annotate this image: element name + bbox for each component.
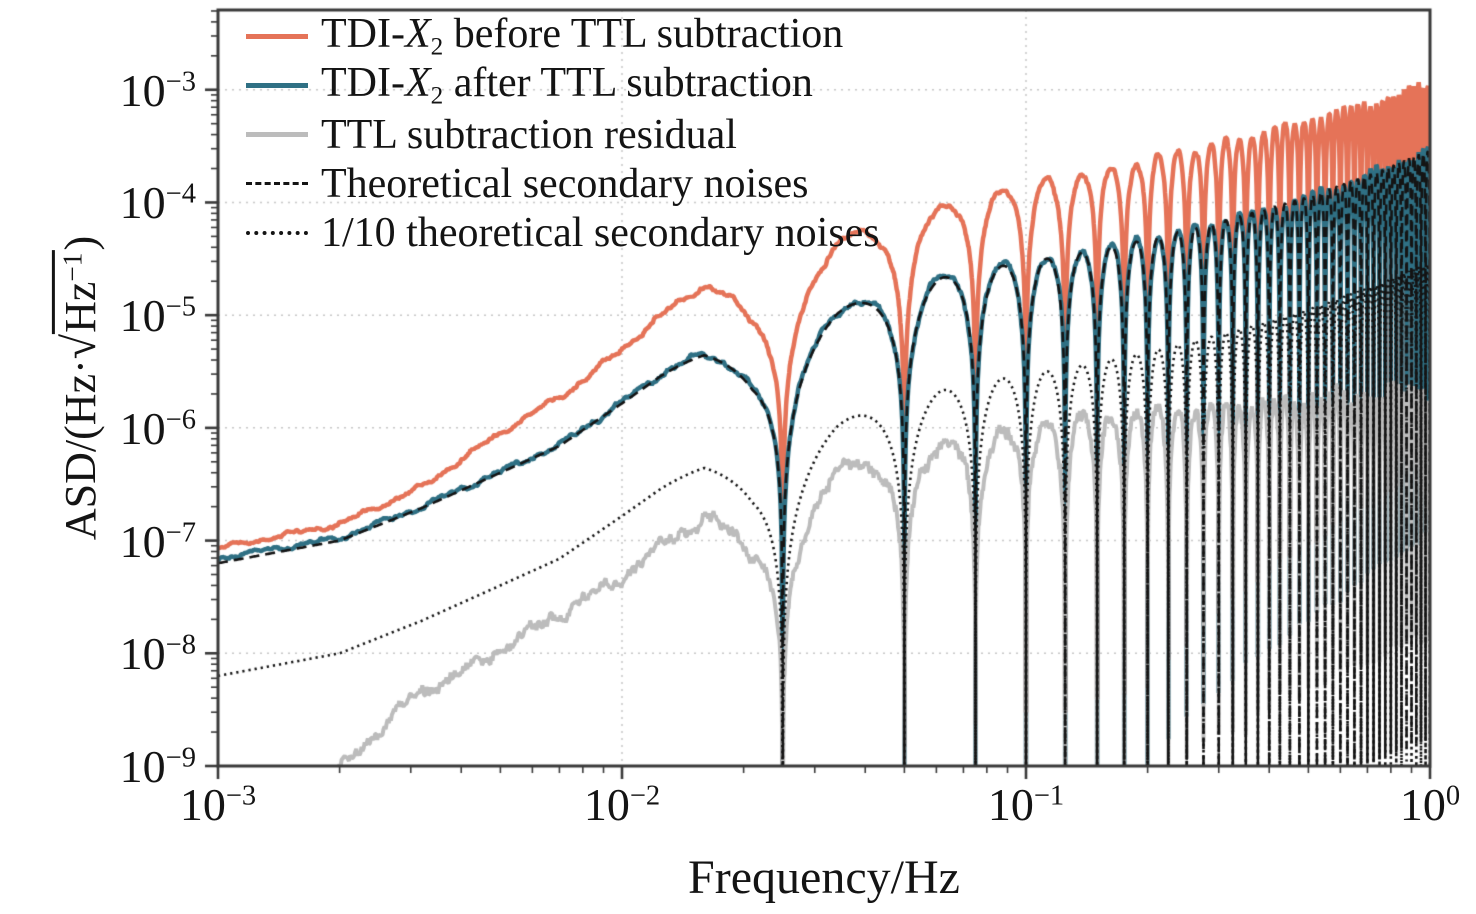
y-title-prefix: ASD/(Hz· [55, 359, 105, 541]
y-title-radicand-sup: −1 [57, 252, 88, 282]
legend-sub: 2 [430, 82, 444, 110]
tick-exp: −9 [165, 742, 196, 774]
x-tick-label: 100 [1400, 782, 1460, 828]
tick-base: 10 [987, 779, 1034, 830]
legend-math: X [404, 11, 431, 58]
legend-label: 1/10 theoretical secondary noises [321, 209, 880, 256]
legend: TDI-X2 before TTL subtraction TDI-X2 aft… [246, 12, 880, 257]
legend-label: TDI-X2 before TTL subtraction [321, 13, 843, 60]
y-tick-label: 10−7 [0, 515, 196, 567]
tick-exp: −1 [1033, 780, 1065, 812]
y-tick-label: 10−6 [0, 402, 196, 454]
tick-base: 10 [119, 515, 166, 567]
legend-line-solid-teal [246, 83, 308, 88]
tick-exp: −3 [165, 66, 196, 98]
y-tick-label: 10−9 [0, 744, 196, 790]
tick-base: 10 [119, 290, 166, 342]
legend-item-theoretical: Theoretical secondary noises [246, 159, 880, 208]
x-tick-label: 10−3 [180, 782, 256, 828]
legend-item-before-ttl: TDI-X2 before TTL subtraction [246, 12, 880, 61]
tick-exp: −2 [629, 780, 661, 812]
tick-exp: 0 [1445, 780, 1461, 812]
tick-base: 10 [119, 177, 166, 229]
tick-base: 10 [119, 64, 166, 116]
y-tick-label: 10−5 [0, 293, 196, 339]
x-axis-title: Frequency/Hz [688, 851, 960, 904]
tick-exp: −5 [165, 291, 196, 323]
sqrt-radical-icon: √ [53, 333, 105, 360]
legend-text: TDI- [321, 60, 405, 107]
y-axis-title: ASD/(Hz·√Hz−1) [51, 235, 105, 541]
legend-label: Theoretical secondary noises [321, 160, 809, 207]
y-title-radicand: Hz−1 [51, 250, 105, 334]
legend-item-after-ttl: TDI-X2 after TTL subtraction [246, 61, 880, 110]
y-tick-label: 10−4 [0, 180, 196, 226]
x-tick-label: 10−2 [584, 782, 660, 828]
tick-exp: −6 [165, 404, 196, 436]
tick-base: 10 [119, 628, 166, 680]
legend-math: X [404, 60, 431, 107]
tick-base: 10 [179, 779, 226, 830]
tick-exp: −4 [165, 178, 196, 210]
y-title-suffix: ) [55, 235, 105, 251]
x-tick-label: 10−1 [988, 782, 1064, 828]
legend-line-dotted-black [246, 230, 308, 235]
legend-text: before TTL subtraction [443, 11, 844, 58]
legend-text: after TTL subtraction [443, 60, 813, 107]
legend-line-dashed-black [246, 182, 308, 185]
tick-base: 10 [1399, 779, 1446, 830]
legend-text: TDI- [321, 11, 405, 58]
legend-line-solid-orange [246, 34, 308, 39]
legend-line-solid-gray [246, 132, 308, 137]
tick-exp: −8 [165, 629, 196, 661]
tick-base: 10 [119, 402, 166, 454]
tick-exp: −7 [165, 516, 196, 548]
legend-sub: 2 [430, 33, 444, 61]
legend-label: TTL subtraction residual [321, 111, 737, 158]
y-title-radicand-text: Hz [55, 281, 105, 333]
y-tick-label: 10−3 [0, 64, 196, 116]
legend-item-tenth-theoretical: 1/10 theoretical secondary noises [246, 208, 880, 257]
tick-exp: −3 [225, 780, 257, 812]
legend-label: TDI-X2 after TTL subtraction [321, 62, 813, 109]
tick-base: 10 [119, 741, 166, 792]
y-tick-label: 10−8 [0, 631, 196, 677]
tick-base: 10 [583, 779, 630, 830]
legend-item-residual: TTL subtraction residual [246, 110, 880, 159]
